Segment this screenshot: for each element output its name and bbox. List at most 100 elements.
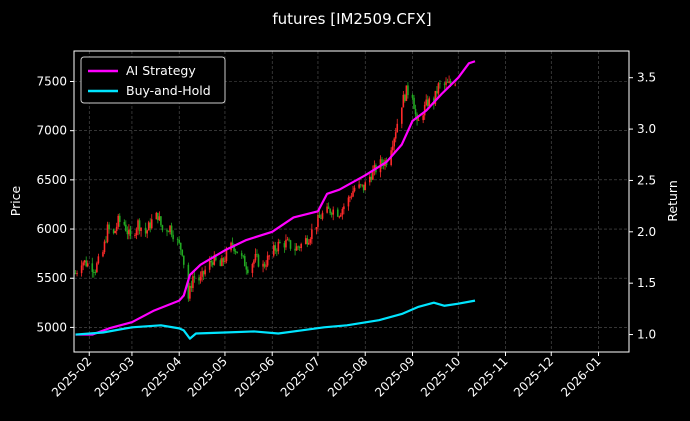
candle-body — [74, 273, 77, 275]
candle-body — [233, 244, 235, 252]
candle-body — [401, 107, 403, 124]
left-axis-label: Price — [8, 185, 23, 216]
candle-body — [83, 260, 86, 263]
candle-body — [85, 260, 87, 267]
candle-body — [404, 94, 406, 101]
left-tick-label: 7500 — [36, 74, 67, 88]
candle-body — [80, 265, 83, 274]
candle-body — [391, 146, 394, 151]
candle-body — [436, 90, 438, 94]
x-tick-label: 2026-01 — [558, 354, 603, 399]
candle-body — [341, 209, 344, 215]
candle-body — [129, 229, 132, 236]
candle-body — [91, 263, 94, 272]
candle-body — [340, 214, 342, 217]
candle-body — [126, 230, 129, 235]
candle-body — [150, 219, 153, 229]
series-line-buy-and-hold — [75, 299, 476, 340]
candle-body — [190, 285, 193, 288]
candle-body — [425, 99, 428, 106]
candle-body — [414, 108, 417, 115]
candle-body — [178, 239, 181, 243]
candle-body — [135, 229, 138, 236]
candle-body — [405, 85, 408, 101]
x-tick-label: 2025-10 — [418, 354, 463, 399]
candle-body — [245, 266, 248, 270]
candle-body — [76, 273, 78, 274]
candle-body — [263, 263, 266, 267]
candle-body — [338, 216, 341, 218]
candle-body — [103, 241, 106, 253]
right-tick-label: 1.5 — [637, 276, 656, 290]
candle-body — [288, 239, 290, 241]
x-tick-label: 2025-04 — [139, 354, 184, 399]
candle-body — [265, 265, 267, 267]
candle-body — [146, 230, 148, 234]
left-tick-label: 5500 — [36, 271, 67, 285]
candle-body — [370, 176, 373, 180]
candle-body — [179, 242, 182, 250]
candle-body — [94, 271, 97, 273]
candle-body — [396, 123, 399, 133]
candle-body — [240, 253, 243, 256]
candle-body — [434, 90, 437, 105]
candle-body — [117, 215, 120, 227]
candle-body — [394, 132, 397, 139]
candle-body — [294, 248, 296, 251]
candle-body — [167, 231, 170, 233]
candle-body — [347, 197, 350, 207]
candle-body — [160, 216, 162, 226]
candle-body — [149, 222, 152, 229]
candle-body — [295, 246, 298, 251]
candle-body — [144, 227, 147, 234]
candle-body — [256, 253, 258, 255]
candle-body — [115, 226, 118, 231]
legend-entry-buy-and-hold: Buy-and-Hold — [126, 83, 211, 98]
candle-body — [253, 260, 255, 264]
candle-body — [454, 84, 456, 86]
candle-body — [106, 224, 109, 242]
candle-body — [97, 256, 100, 264]
candle-body — [199, 276, 202, 281]
candle-body — [361, 184, 363, 186]
candle-body — [300, 243, 302, 249]
candle-body — [329, 208, 331, 214]
candle-body — [176, 239, 179, 240]
x-tick-label: 2025-08 — [325, 354, 370, 399]
x-tick-label: 2025-03 — [92, 354, 137, 399]
plot-frame — [73, 50, 630, 353]
candle-body — [317, 215, 319, 228]
left-tick-label: 5000 — [36, 320, 67, 334]
candle-body — [422, 115, 424, 121]
candle-body — [343, 206, 345, 210]
legend: AI Strategy Buy-and-Hold — [80, 56, 226, 104]
x-tick-label: 2025-05 — [185, 354, 230, 399]
candle-body — [204, 269, 206, 275]
candle-body — [161, 225, 164, 231]
candle-body — [326, 206, 328, 213]
candle-body — [219, 260, 222, 267]
candle-body — [426, 99, 429, 106]
candle-body — [193, 276, 196, 278]
candle-body — [118, 215, 121, 222]
left-tick-label: 7000 — [36, 124, 67, 138]
candle-body — [413, 97, 415, 109]
candle-body — [213, 255, 216, 265]
candle-body — [134, 235, 136, 236]
candle-body — [105, 241, 107, 243]
candle-body — [437, 83, 440, 94]
candle-body — [189, 285, 191, 299]
candle-body — [231, 242, 234, 245]
candle-body — [123, 221, 126, 225]
candle-body — [108, 224, 110, 230]
candle-body — [221, 258, 223, 267]
candle-body — [192, 276, 194, 288]
candle-body — [222, 258, 225, 263]
candle-body — [320, 217, 322, 219]
candle-body — [330, 213, 333, 215]
candle-body — [285, 239, 287, 248]
series-line-ai-strategy — [75, 60, 476, 336]
line-series — [75, 60, 476, 340]
candle-body — [266, 255, 269, 266]
candle-body — [381, 159, 383, 165]
